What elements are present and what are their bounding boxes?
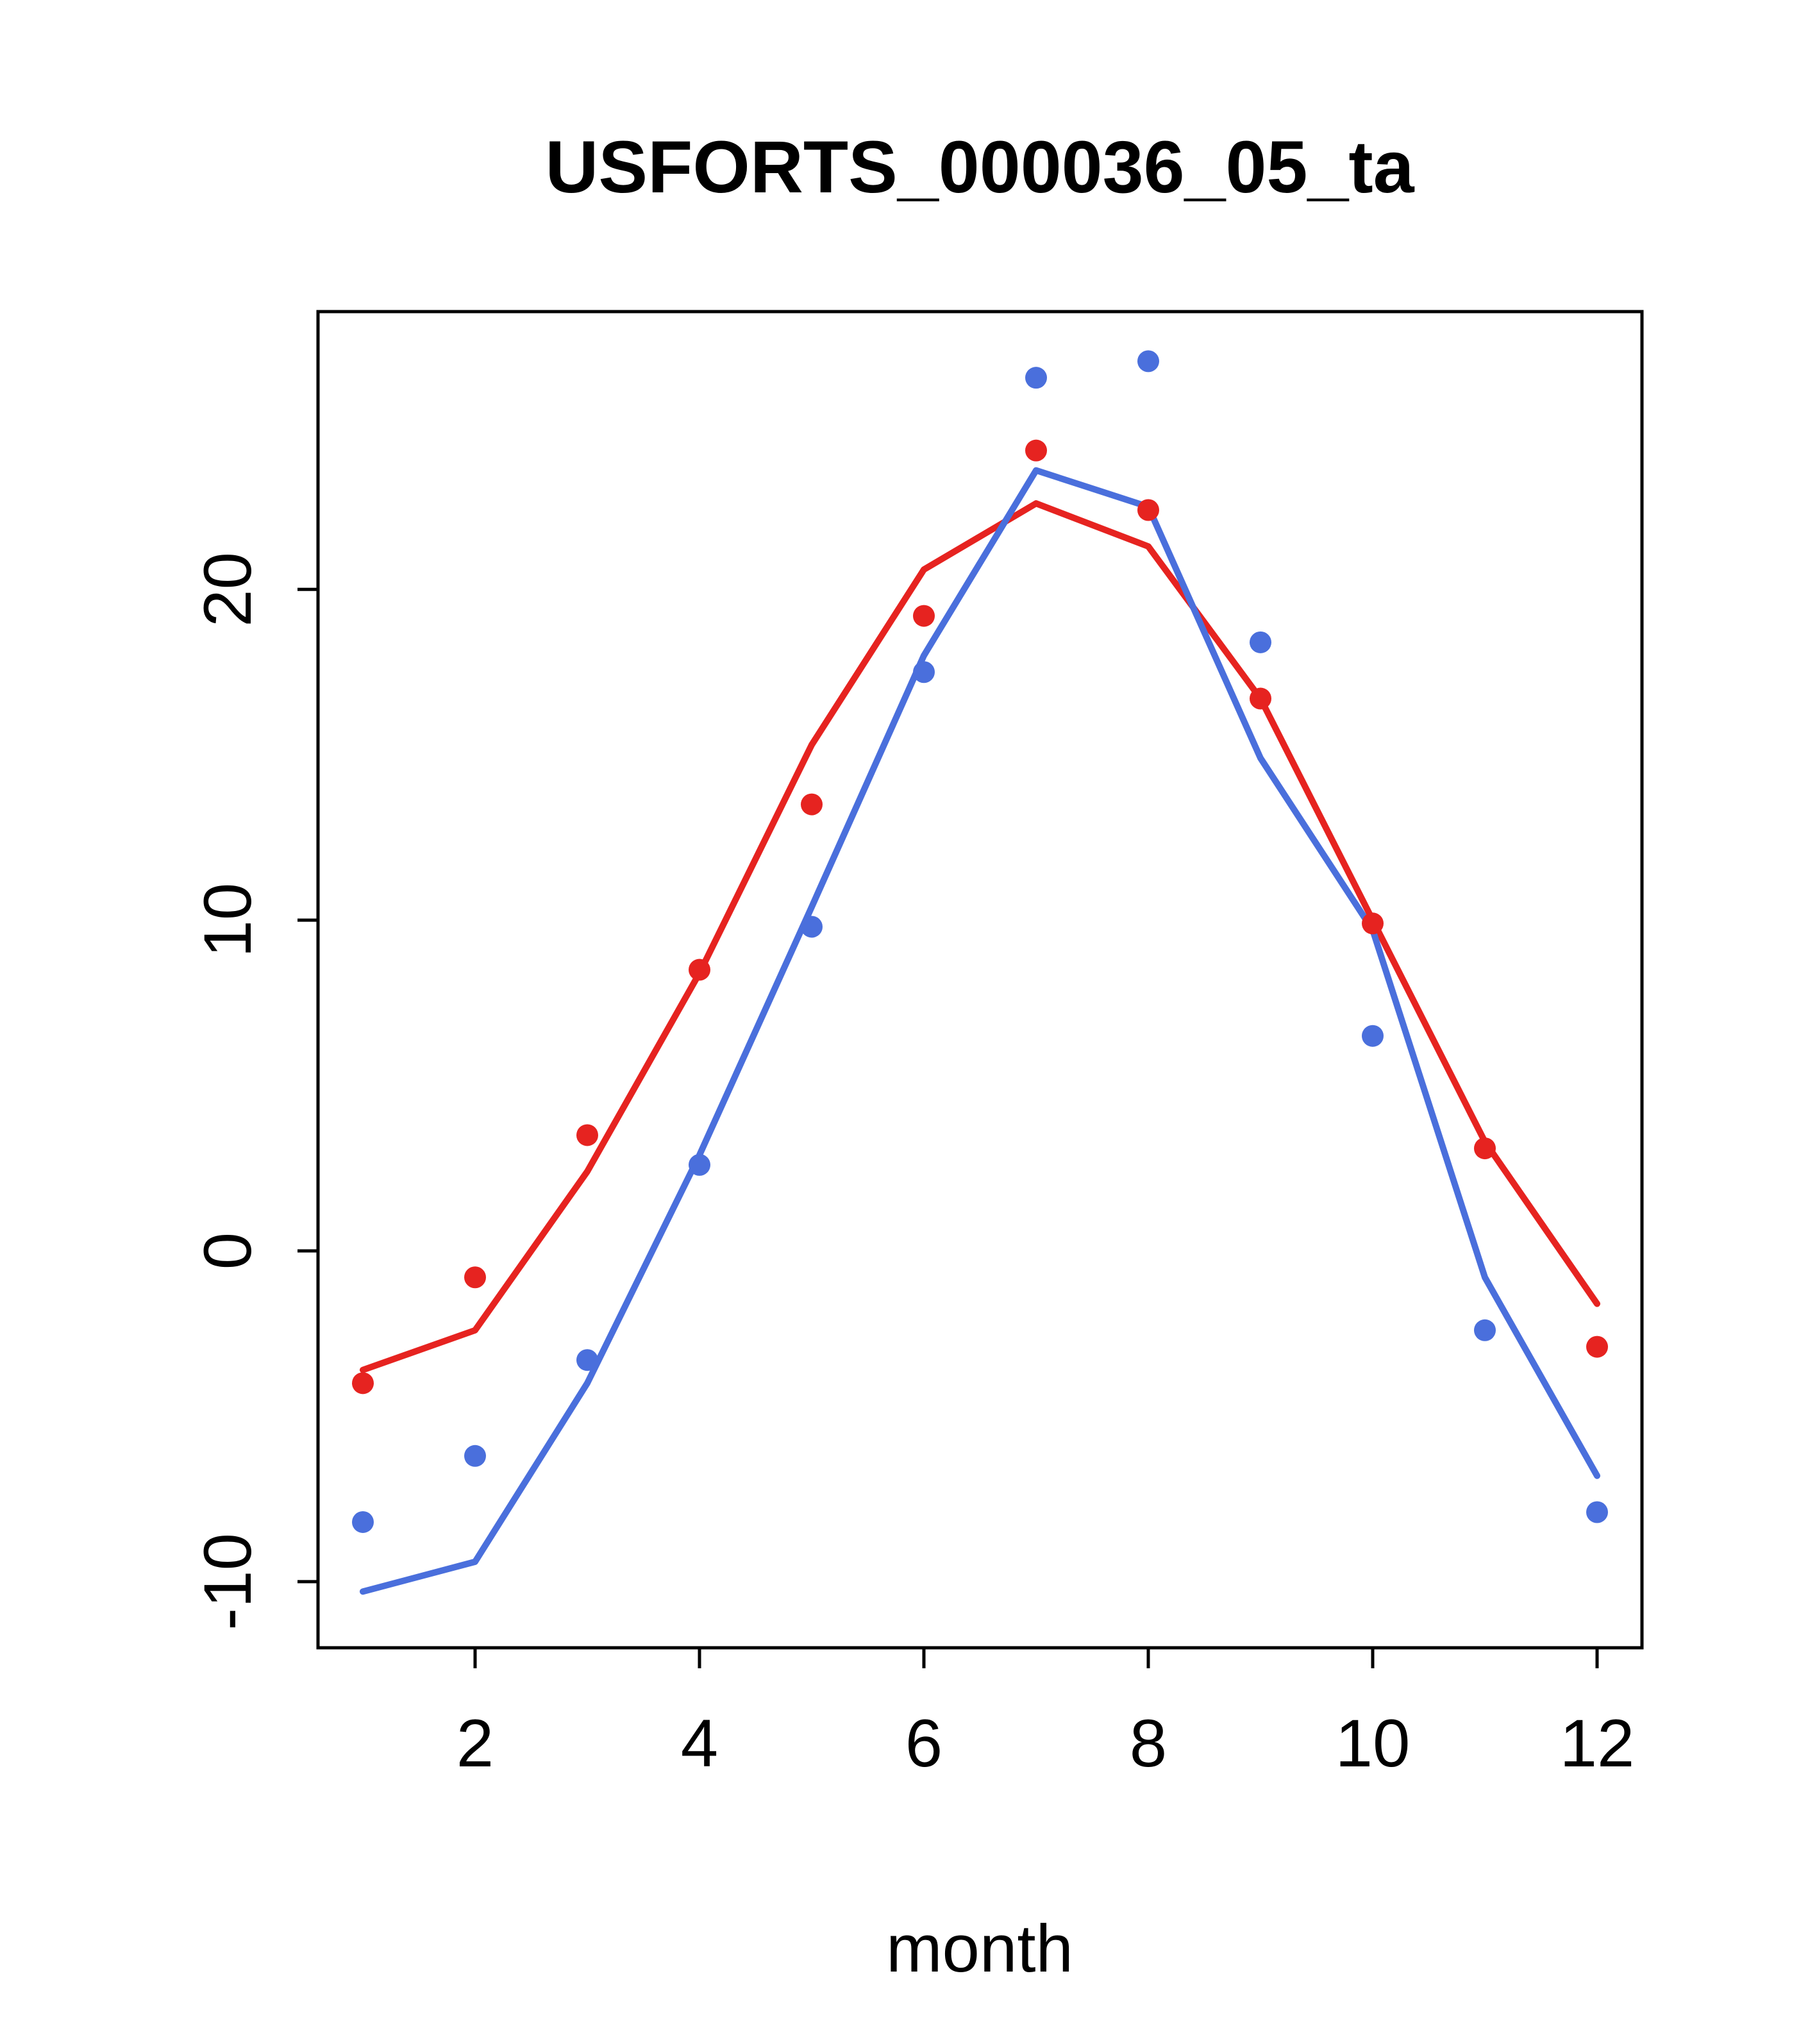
blue-points-marker bbox=[352, 1511, 374, 1533]
blue-points-marker bbox=[464, 1445, 486, 1467]
x-axis-label: month bbox=[886, 1911, 1073, 1986]
blue-points-marker bbox=[1250, 631, 1271, 653]
x-tick-label: 6 bbox=[905, 1706, 942, 1781]
red-points-marker bbox=[1474, 1137, 1496, 1160]
red-points-marker bbox=[352, 1372, 374, 1395]
blue-points-marker bbox=[689, 1153, 710, 1176]
plot-box bbox=[316, 310, 1644, 1650]
axes-layer: 2 4 6 8 10 12 -10 0 10 20 bbox=[190, 552, 1634, 1781]
blue-points-marker bbox=[1025, 367, 1047, 389]
y-tick-label: 20 bbox=[190, 552, 265, 627]
blue-points-marker bbox=[801, 916, 823, 938]
blue-points-marker bbox=[1362, 1025, 1384, 1047]
chart-title: USFORTS_000036_05_ta bbox=[545, 126, 1414, 208]
blue-points-marker bbox=[1137, 350, 1159, 373]
x-tick-label: 10 bbox=[1336, 1706, 1411, 1781]
x-tick-label: 4 bbox=[681, 1706, 718, 1781]
y-tick-label: 0 bbox=[190, 1232, 265, 1269]
y-tick-label: -10 bbox=[190, 1533, 265, 1630]
series-layer bbox=[352, 350, 1608, 1595]
blue-points-marker bbox=[576, 1349, 598, 1371]
x-tick-label: 2 bbox=[456, 1706, 494, 1781]
blue-points-marker bbox=[1586, 1501, 1608, 1523]
x-tick-label: 8 bbox=[1130, 1706, 1167, 1781]
red-points-marker bbox=[801, 793, 823, 816]
x-tick-label: 12 bbox=[1560, 1706, 1635, 1781]
blue-points-marker bbox=[913, 661, 935, 683]
red-points-marker bbox=[913, 605, 935, 627]
red-points-marker bbox=[1025, 439, 1047, 462]
blue-points-marker bbox=[1474, 1319, 1496, 1341]
red-points-marker bbox=[464, 1266, 486, 1289]
red-points-marker bbox=[1362, 912, 1384, 935]
red-points-marker bbox=[1137, 499, 1159, 521]
red-points-marker bbox=[689, 959, 710, 981]
blue-line bbox=[360, 467, 1600, 1595]
y-tick-label: 10 bbox=[190, 883, 265, 958]
red-points-marker bbox=[1250, 687, 1271, 710]
red-points-marker bbox=[1586, 1336, 1608, 1358]
red-line bbox=[360, 500, 1600, 1373]
red-points-marker bbox=[576, 1124, 598, 1146]
